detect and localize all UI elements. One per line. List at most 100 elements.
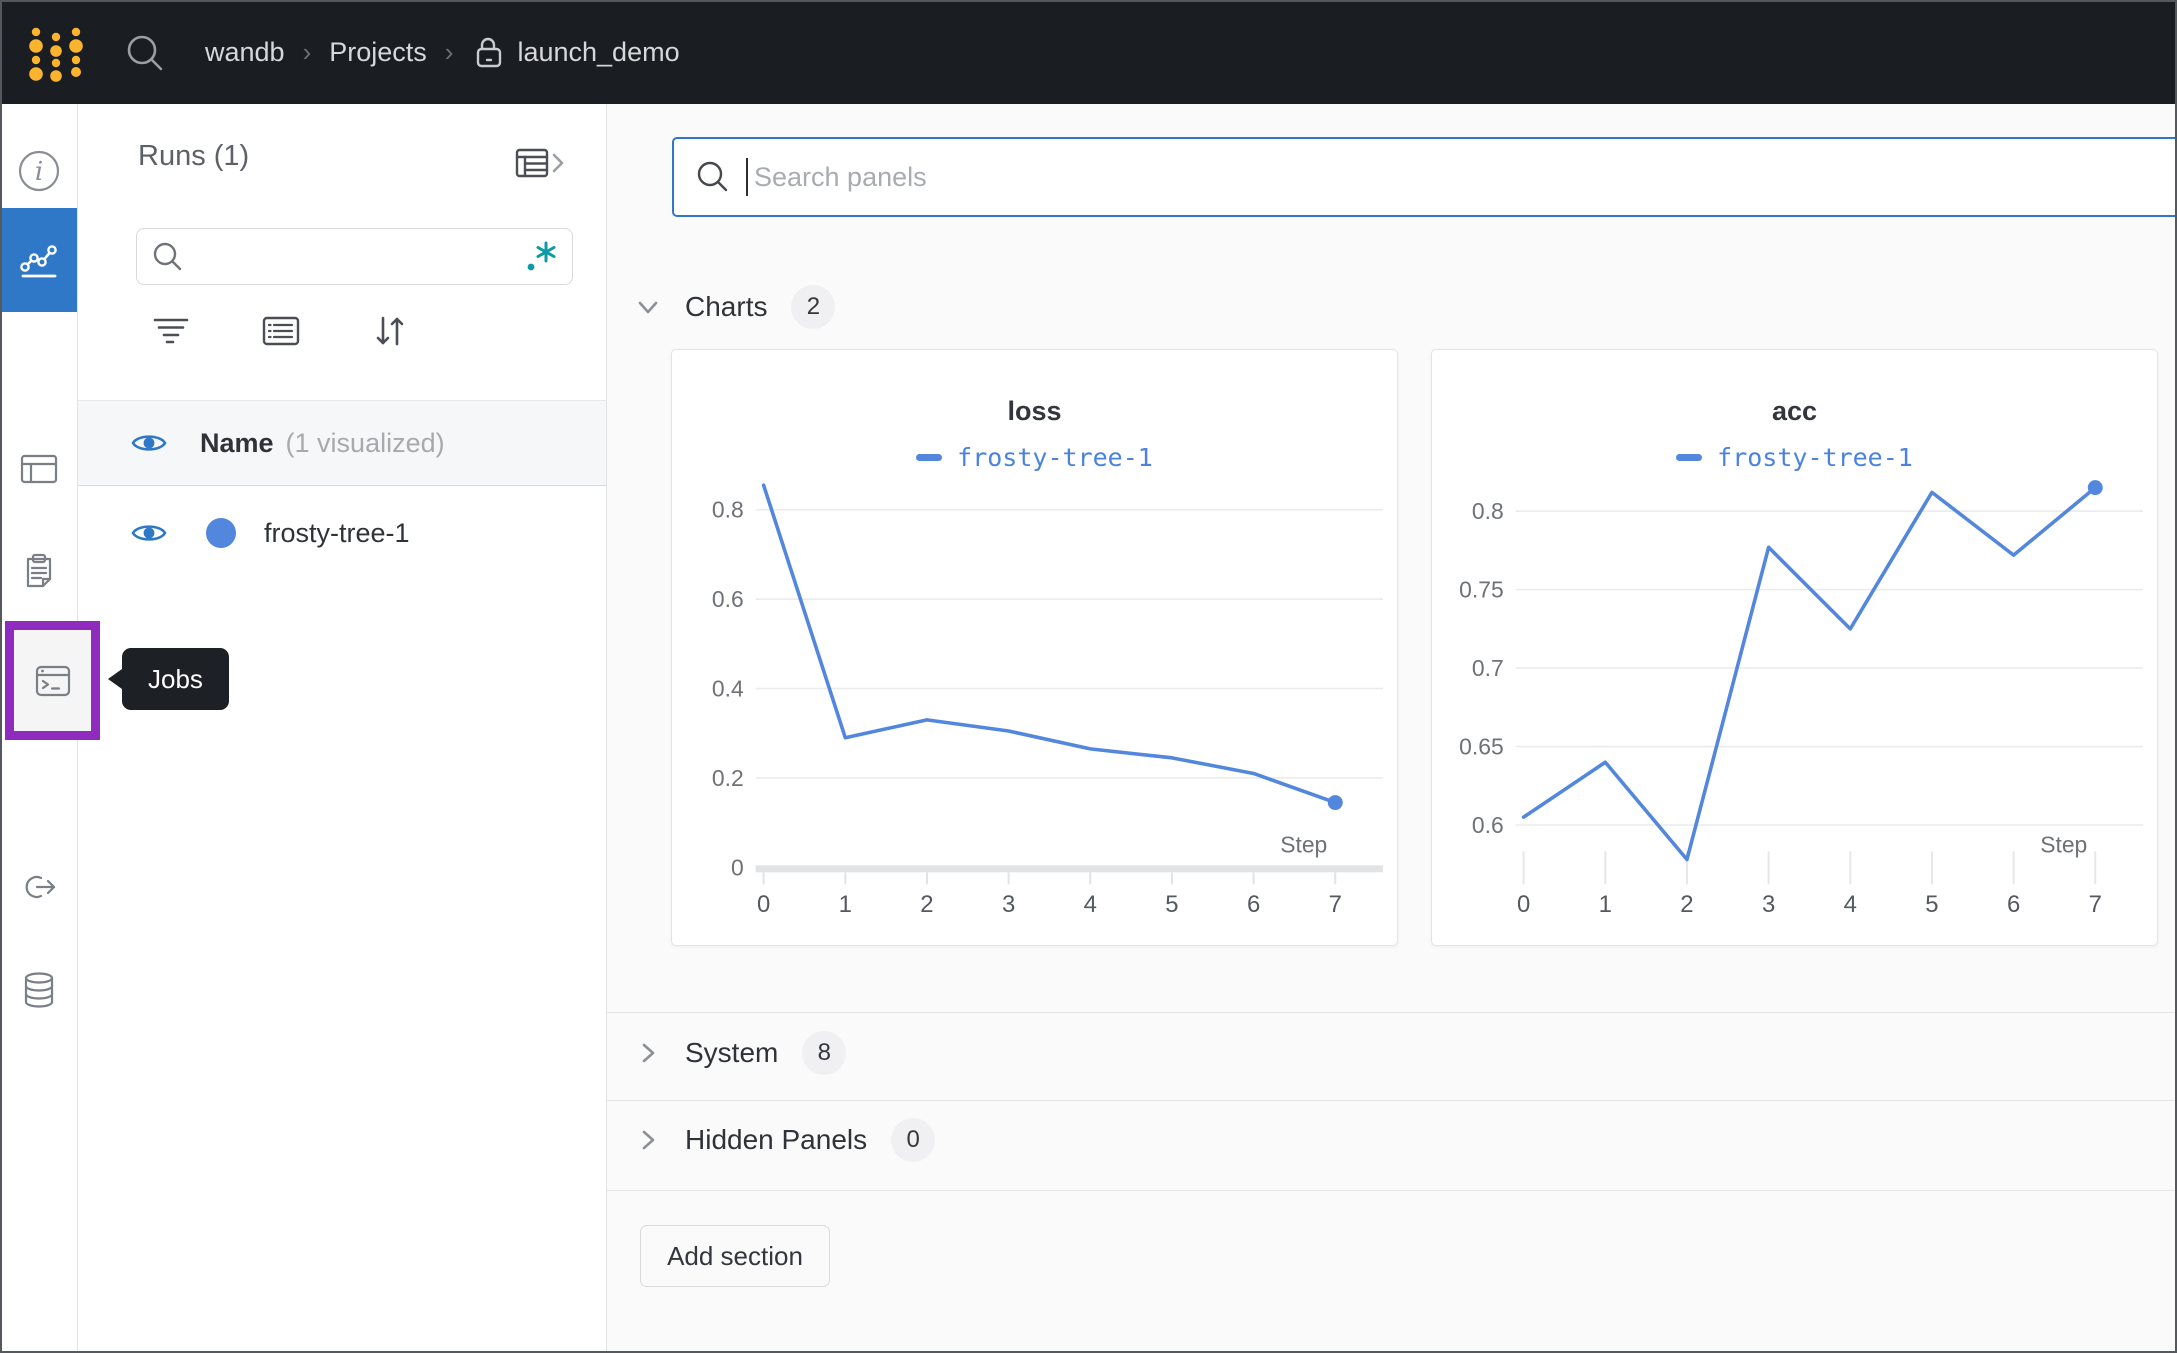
svg-text:0.7: 0.7 [1472,655,1504,681]
section-count-badge: 0 [891,1118,936,1162]
main-content: Charts 2 loss frosty-tree-1 0 0.2 0.4 0.6 0.… [607,104,2177,1353]
sidebar-item-overview[interactable]: i [0,132,77,210]
svg-text:0.75: 0.75 [1459,577,1504,603]
sidebar-item-jobs[interactable] [5,621,100,740]
breadcrumb-separator: › [302,36,312,67]
sidebar-item-logs[interactable] [0,533,77,611]
panel-search-box [672,137,2177,217]
visibility-eye-icon[interactable] [130,519,168,547]
svg-text:0: 0 [1517,891,1530,918]
filter-icon[interactable] [150,310,192,352]
search-icon [697,161,728,192]
sidebar-item-table[interactable] [0,430,77,508]
link-arrow-icon [25,875,55,899]
global-search-icon[interactable] [122,30,168,76]
text-caret [746,158,748,196]
svg-text:2: 2 [920,891,933,918]
svg-text:4: 4 [1844,891,1857,918]
svg-text:7: 7 [1329,891,1342,918]
chart-title: loss [1007,396,1062,426]
chevron-right-icon [642,1130,655,1150]
expand-table-icon[interactable] [514,144,566,184]
section-hidden-panels[interactable]: Hidden Panels 0 [635,1117,936,1163]
run-color-dot [206,518,236,548]
svg-text:i: i [34,157,42,187]
svg-text:6: 6 [1247,891,1260,918]
charts-grid: loss frosty-tree-1 0 0.2 0.4 0.6 0.8 0 1 2 3 4 5 6 7… [671,349,2158,946]
info-icon: i [18,150,59,192]
section-divider [607,1190,2177,1191]
svg-text:0.8: 0.8 [712,497,744,523]
sidebar-item-workspace[interactable] [0,208,77,312]
svg-text:2: 2 [1680,891,1693,918]
breadcrumb: wandb › Projects › launch_demo [205,0,680,104]
chart-panel-acc[interactable]: acc frosty-tree-1 0.6 0.65 0.7 0.75 0.8 0 1 2 3 4… [1431,349,2158,946]
run-name[interactable]: frosty-tree-1 [264,517,410,548]
runs-panel: Runs (1) [78,104,607,1353]
visibility-eye-icon[interactable] [130,429,168,457]
workspace-chart-icon [19,245,57,278]
svg-text:0: 0 [757,891,770,918]
section-system[interactable]: System 8 [635,1030,847,1076]
svg-text:0.8: 0.8 [1472,498,1504,524]
svg-text:Step: Step [2040,831,2087,857]
svg-text:1: 1 [1599,891,1612,918]
section-charts[interactable]: Charts 2 [635,284,836,330]
tooltip-label: Jobs [148,663,203,694]
add-section-button[interactable]: Add section [640,1225,830,1287]
chart-panel-loss[interactable]: loss frosty-tree-1 0 0.2 0.4 0.6 0.8 0 1 2 3 4 5 6 7… [671,349,1398,946]
chart-legend: frosty-tree-1 [672,441,1397,473]
run-row[interactable]: frosty-tree-1 [78,487,606,579]
jobs-tooltip: Jobs [108,648,229,710]
chart-title: acc [1771,396,1818,426]
tooltip-arrow [108,669,122,689]
loss-line-chart: 0 0.2 0.4 0.6 0.8 0 1 2 3 4 5 6 7 Step [712,483,1384,918]
group-list-icon[interactable] [260,310,302,352]
svg-text:5: 5 [1925,891,1938,918]
legend-run-name[interactable]: frosty-tree-1 [957,442,1153,472]
section-label: Charts [685,291,768,322]
svg-text:4: 4 [1084,891,1097,918]
wandb-logo[interactable] [24,17,88,89]
svg-text:0.4: 0.4 [712,676,744,702]
regex-icon[interactable] [522,237,558,277]
section-label: Hidden Panels [685,1124,868,1155]
sidebar-item-artifacts[interactable] [0,951,77,1029]
breadcrumb-separator: › [444,36,454,67]
section-divider [607,1100,2177,1101]
svg-text:3: 3 [1762,891,1775,918]
legend-color-dash [1676,453,1703,461]
runs-table-header: Name (1 visualized) [78,400,606,486]
search-icon [153,242,182,270]
sort-icon[interactable] [369,310,411,352]
clipboard-icon [26,553,51,588]
section-label: System [685,1037,779,1068]
svg-text:0.6: 0.6 [1472,812,1504,838]
column-name-label[interactable]: Name [200,427,274,458]
topbar: wandb › Projects › launch_demo [0,0,2177,104]
runs-search-input[interactable] [195,236,522,277]
svg-text:0.65: 0.65 [1459,734,1504,760]
table-icon [20,454,57,484]
database-icon [24,972,53,1008]
section-count-badge: 8 [802,1031,847,1075]
breadcrumb-team[interactable]: wandb [205,36,285,67]
svg-text:Step: Step [1280,831,1327,857]
breadcrumb-project[interactable]: launch_demo [517,36,680,67]
legend-color-dash [916,453,943,461]
svg-text:0.2: 0.2 [712,765,744,791]
jobs-terminal-icon [35,665,70,696]
panel-search-input[interactable] [754,161,2177,193]
sidebar-item-automations[interactable] [0,848,77,926]
svg-text:0.6: 0.6 [712,586,744,612]
chevron-down-icon [638,301,658,314]
acc-line-chart: 0.6 0.65 0.7 0.75 0.8 0 1 2 3 4 5 6 7 Step [1459,480,2144,918]
runs-search-box [136,228,573,285]
runs-toolbar [78,310,607,354]
svg-text:1: 1 [839,891,852,918]
legend-run-name[interactable]: frosty-tree-1 [1717,442,1913,472]
lock-icon [471,33,505,71]
chart-legend: frosty-tree-1 [1432,441,2157,473]
breadcrumb-projects[interactable]: Projects [329,36,427,67]
